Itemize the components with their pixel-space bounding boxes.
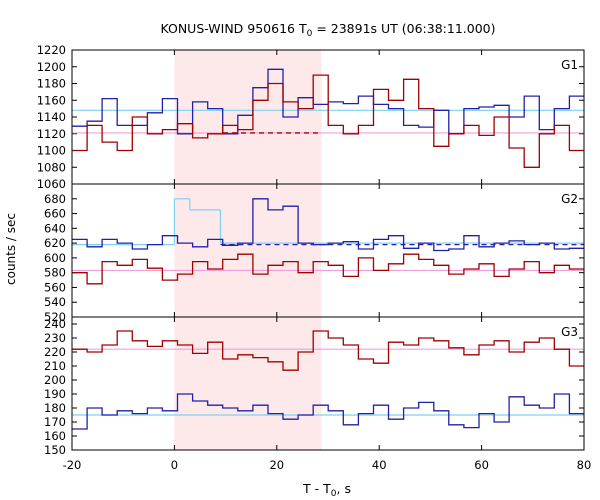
x-tick-label: 20 bbox=[269, 458, 284, 472]
panel-frame bbox=[71, 316, 585, 451]
y-tick-label: 240 bbox=[44, 317, 66, 331]
y-tick-label: 210 bbox=[44, 359, 66, 373]
y-tick-label: 520 bbox=[44, 310, 66, 324]
y-tick-label: 640 bbox=[44, 221, 66, 235]
series-blue bbox=[72, 198, 584, 252]
x-axis-label: T - T0, s bbox=[302, 481, 351, 499]
panel-frame bbox=[71, 183, 585, 318]
y-tick-label: 230 bbox=[44, 331, 66, 345]
y-axis-label: counts / sec bbox=[4, 213, 18, 285]
grid-layer bbox=[72, 50, 584, 450]
y-tick-label: 1220 bbox=[37, 43, 66, 57]
x-tick-label: 0 bbox=[171, 458, 178, 472]
y-tick-label: 1100 bbox=[37, 144, 66, 158]
chart-title-subscript: 0 bbox=[307, 29, 313, 39]
panel-frames-layer bbox=[71, 49, 585, 451]
x-tick-label: -20 bbox=[63, 458, 82, 472]
chart-title-rest: = 23891s UT (06:38:11.000) bbox=[312, 21, 495, 36]
y-tick-label: 170 bbox=[44, 415, 66, 429]
y-tick-label: 1080 bbox=[37, 160, 66, 174]
y-tick-label: 1120 bbox=[37, 127, 66, 141]
series-blue bbox=[72, 393, 584, 430]
y-tick-label: 180 bbox=[44, 401, 66, 415]
y-tick-label: 680 bbox=[44, 192, 66, 206]
x-tick-label: 80 bbox=[577, 458, 592, 472]
y-tick-label: 540 bbox=[44, 295, 66, 309]
y-tick-label: 190 bbox=[44, 387, 66, 401]
x-axis-label-text: T - T0, s bbox=[302, 481, 351, 499]
y-tick-label: 1200 bbox=[37, 60, 66, 74]
x-tick-label: 40 bbox=[372, 458, 387, 472]
series-blue bbox=[72, 68, 584, 135]
panel-label: G3 bbox=[561, 325, 578, 339]
y-tick-label: 1160 bbox=[37, 93, 66, 107]
background-levels-layer bbox=[72, 109, 584, 416]
y-tick-label: 620 bbox=[44, 236, 66, 250]
y-tick-label: 560 bbox=[44, 280, 66, 294]
series-dark_red bbox=[72, 74, 584, 168]
y-tick-label: 1180 bbox=[37, 77, 66, 91]
x-tick-label: 60 bbox=[474, 458, 489, 472]
y-tick-label: 580 bbox=[44, 266, 66, 280]
chart-title: KONUS-WIND 950616 T0 = 23891s UT (06:38:… bbox=[160, 21, 495, 39]
panel-label: G2 bbox=[561, 192, 578, 206]
y-tick-label: 600 bbox=[44, 251, 66, 265]
y-tick-label: 200 bbox=[44, 373, 66, 387]
y-tick-label: 1060 bbox=[37, 177, 66, 191]
y-tick-label: 150 bbox=[44, 443, 66, 457]
x-axis-label-rest: , s bbox=[337, 481, 351, 496]
panel-label: G1 bbox=[561, 58, 578, 72]
tick-labels-layer: 1060 1080 1100 1120 1140 1160 1180 1200 1220 G1 52… bbox=[37, 43, 592, 472]
y-tick-label: 660 bbox=[44, 207, 66, 221]
chart-title-text: KONUS-WIND 950616 T0 = 23891s UT (06:38:… bbox=[160, 21, 495, 39]
y-tick-label: 160 bbox=[44, 429, 66, 443]
series-dark_red bbox=[72, 253, 584, 285]
x-axis-label-subscript: 0 bbox=[331, 489, 337, 499]
series-dark_red bbox=[72, 330, 584, 371]
y-tick-label: 220 bbox=[44, 345, 66, 359]
series-layer bbox=[72, 68, 584, 430]
y-tick-label: 1140 bbox=[37, 110, 66, 124]
